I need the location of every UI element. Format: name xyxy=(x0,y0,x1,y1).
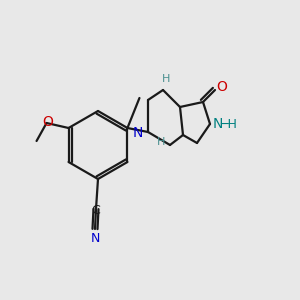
Text: N: N xyxy=(133,126,143,140)
Text: H: H xyxy=(157,137,165,147)
Text: O: O xyxy=(42,115,53,129)
Text: ─H: ─H xyxy=(220,118,237,130)
Text: C: C xyxy=(92,205,100,218)
Text: O: O xyxy=(217,80,227,94)
Text: N: N xyxy=(90,232,100,244)
Text: H: H xyxy=(162,74,170,84)
Text: N: N xyxy=(213,117,223,131)
